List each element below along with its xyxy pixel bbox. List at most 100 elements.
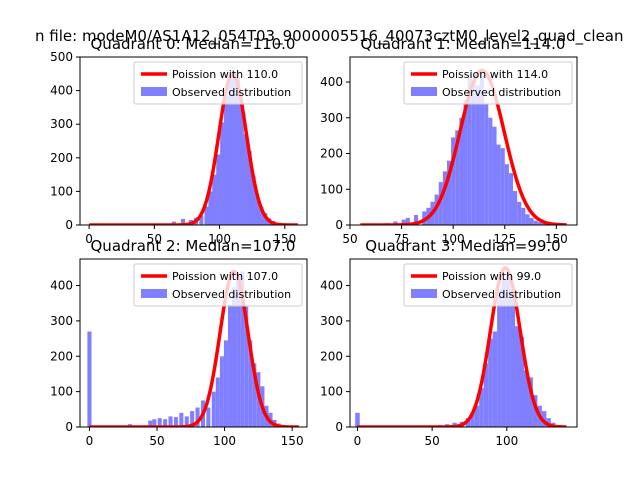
histogram-bar: [480, 74, 485, 225]
y-tick-label: 200: [50, 349, 73, 363]
y-tick-label: 0: [335, 420, 343, 434]
x-tick-label: 0: [354, 434, 362, 448]
x-tick-label: 50: [147, 232, 162, 246]
legend-bar-swatch: [141, 289, 167, 298]
legend-label-poisson: Poission with 99.0: [442, 270, 541, 283]
histogram-bar: [236, 274, 241, 427]
histogram-bar: [211, 391, 216, 427]
x-tick-label: 100: [442, 232, 465, 246]
histogram-bar: [163, 419, 168, 427]
histogram-bar: [513, 191, 518, 225]
histogram-bar: [179, 412, 184, 427]
histogram-bar: [243, 134, 248, 225]
legend: Poission with 110.0 Observed distribution: [133, 61, 303, 105]
subplot-quadrant-3: 0 50 100 0 100 200 300 400 Quadrant 3: Median=99…: [320, 237, 578, 448]
legend-label-observed: Observed distribution: [442, 288, 561, 301]
y-tick-label: 400: [50, 279, 73, 293]
legend-label-poisson: Poission with 114.0: [442, 68, 548, 81]
y-tick-label: 0: [65, 420, 73, 434]
y-tick-label: 100: [320, 385, 343, 399]
legend: Poission with 107.0 Observed distribution: [133, 263, 303, 307]
legend-box: [133, 263, 303, 307]
histogram-bar: [541, 223, 547, 225]
histogram-bar: [521, 207, 526, 225]
legend-box: [133, 61, 303, 105]
histogram-bar: [157, 418, 162, 427]
histogram-bar: [541, 411, 547, 427]
x-tick-label: 100: [495, 434, 518, 448]
subplot-quadrant-2: 0 50 100 150 0 100 200 300 400 Quadrant 2: Median…: [50, 237, 308, 448]
histogram-bar: [247, 151, 252, 225]
histogram-bar: [216, 154, 221, 225]
histogram-bar: [479, 388, 484, 427]
histogram-bar: [475, 85, 481, 225]
x-tick-label: 100: [208, 232, 231, 246]
figure-suptitle: n file: modeM0/AS1A12_054T03_9000005516_…: [35, 27, 624, 46]
x-tick-label: 100: [213, 434, 236, 448]
histogram-bar: [438, 182, 443, 225]
histogram-bar: [239, 102, 244, 225]
histogram-bar: [152, 419, 157, 427]
axes-frame: [79, 258, 308, 428]
y-tick-label: 400: [50, 84, 73, 98]
histogram-bar: [248, 340, 253, 427]
legend-label-poisson: Poission with 110.0: [172, 68, 278, 81]
y-tick-label: 200: [320, 147, 343, 161]
histogram-bar: [537, 222, 542, 225]
histogram-bar: [508, 173, 514, 225]
histogram-bar: [227, 75, 233, 225]
histogram-bar: [523, 370, 529, 427]
histogram-bar: [501, 278, 507, 427]
histogram-bar: [252, 363, 257, 427]
histogram-bar: [223, 340, 228, 427]
histogram-bar: [492, 126, 497, 225]
x-tick-label: 150: [281, 434, 304, 448]
histogram-bar: [224, 95, 229, 225]
x-tick-label: 0: [85, 232, 93, 246]
y-tick-label: 100: [50, 184, 73, 198]
y-tick-label: 400: [320, 279, 343, 293]
histogram-bar: [184, 416, 189, 427]
legend: Poission with 114.0 Observed distribution: [403, 61, 573, 105]
histogram-bar: [401, 219, 406, 225]
histogram-bar: [533, 220, 538, 225]
histogram-bar: [492, 331, 498, 427]
histogram-bar: [488, 117, 493, 225]
histogram-bar: [517, 201, 522, 225]
histogram-bar: [219, 356, 224, 427]
histogram-bar: [180, 218, 186, 225]
histogram-bar: [483, 363, 489, 427]
x-tick-label: 150: [545, 232, 568, 246]
histogram-bars: [355, 273, 560, 427]
histogram-bar: [190, 411, 195, 427]
y-tick-label: 100: [50, 385, 73, 399]
legend-bar-swatch: [411, 87, 437, 96]
histogram-bar: [231, 72, 237, 225]
y-tick-label: 400: [320, 75, 343, 89]
x-tick-label: 50: [342, 232, 357, 246]
y-tick-label: 0: [65, 218, 73, 232]
x-tick-label: 50: [424, 434, 439, 448]
histogram-bar: [232, 287, 237, 427]
histogram-bar: [413, 214, 419, 225]
y-tick-label: 500: [50, 50, 73, 64]
histogram-bar: [519, 336, 524, 427]
histogram-bar: [451, 137, 456, 225]
histogram-bar: [215, 377, 220, 427]
histogram-bar: [442, 171, 447, 225]
histogram-bar: [532, 395, 538, 427]
histogram-bar: [255, 196, 260, 225]
axes-frame: [349, 258, 578, 428]
histogram-bar: [212, 174, 217, 225]
histogram-bar: [355, 412, 360, 427]
histogram-bars: [165, 72, 283, 225]
histogram-bar: [446, 160, 452, 225]
histogram-bar: [240, 271, 245, 427]
x-tick-label: 50: [149, 434, 164, 448]
histogram-bar: [515, 326, 520, 427]
legend: Poission with 99.0 Observed distribution: [403, 263, 573, 307]
histogram-bar: [496, 144, 501, 225]
y-tick-label: 200: [50, 151, 73, 165]
histogram-bar: [529, 217, 534, 225]
